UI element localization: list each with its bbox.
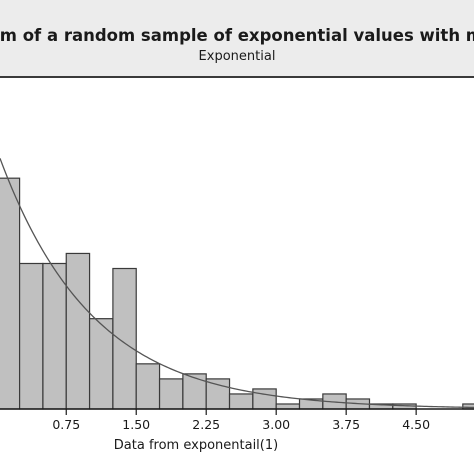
x-tick-label-2: 2.25	[192, 417, 220, 432]
fitted-exponential-curve	[0, 158, 474, 409]
histogram-bars	[0, 177, 474, 410]
chart-title: gram of a random sample of exponential v…	[0, 26, 474, 45]
plot-area: 0.75 1.50 2.25 3.00 3.75 4.50 Data from expon…	[0, 78, 474, 474]
histogram-bar-0	[0, 177, 21, 410]
x-tick-label-1: 1.50	[122, 417, 150, 432]
x-tick-label-4: 3.75	[332, 417, 360, 432]
histogram-bar-1	[18, 262, 44, 410]
x-tick-label-5: 4.50	[402, 417, 430, 432]
x-tick-label-3: 3.00	[262, 417, 290, 432]
x-axis-ticks: 0.75 1.50 2.25 3.00 3.75 4.50	[52, 409, 430, 432]
histogram-chart: 0.75 1.50 2.25 3.00 3.75 4.50 Data from expon…	[0, 158, 474, 453]
x-axis-label: Data from exponentail(1)	[114, 438, 278, 453]
histogram-bar-3	[65, 252, 91, 410]
histogram-bar-4	[88, 318, 114, 410]
histogram-bar-6	[135, 363, 161, 410]
histogram-bar-10	[228, 393, 254, 410]
chart-subtitle: Exponential	[198, 49, 276, 64]
histogram-bar-5	[112, 267, 137, 410]
histogram-bar-9	[205, 378, 231, 410]
histogram-bar-7	[158, 378, 184, 410]
histogram-bar-20	[462, 403, 474, 410]
x-tick-label-0: 0.75	[52, 417, 80, 432]
histogram-bar-8	[182, 373, 207, 410]
title-band: gram of a random sample of exponential v…	[0, 0, 474, 78]
histogram-bar-12	[275, 403, 301, 410]
histogram-bar-2	[42, 262, 67, 410]
histogram-bar-11	[252, 388, 277, 410]
